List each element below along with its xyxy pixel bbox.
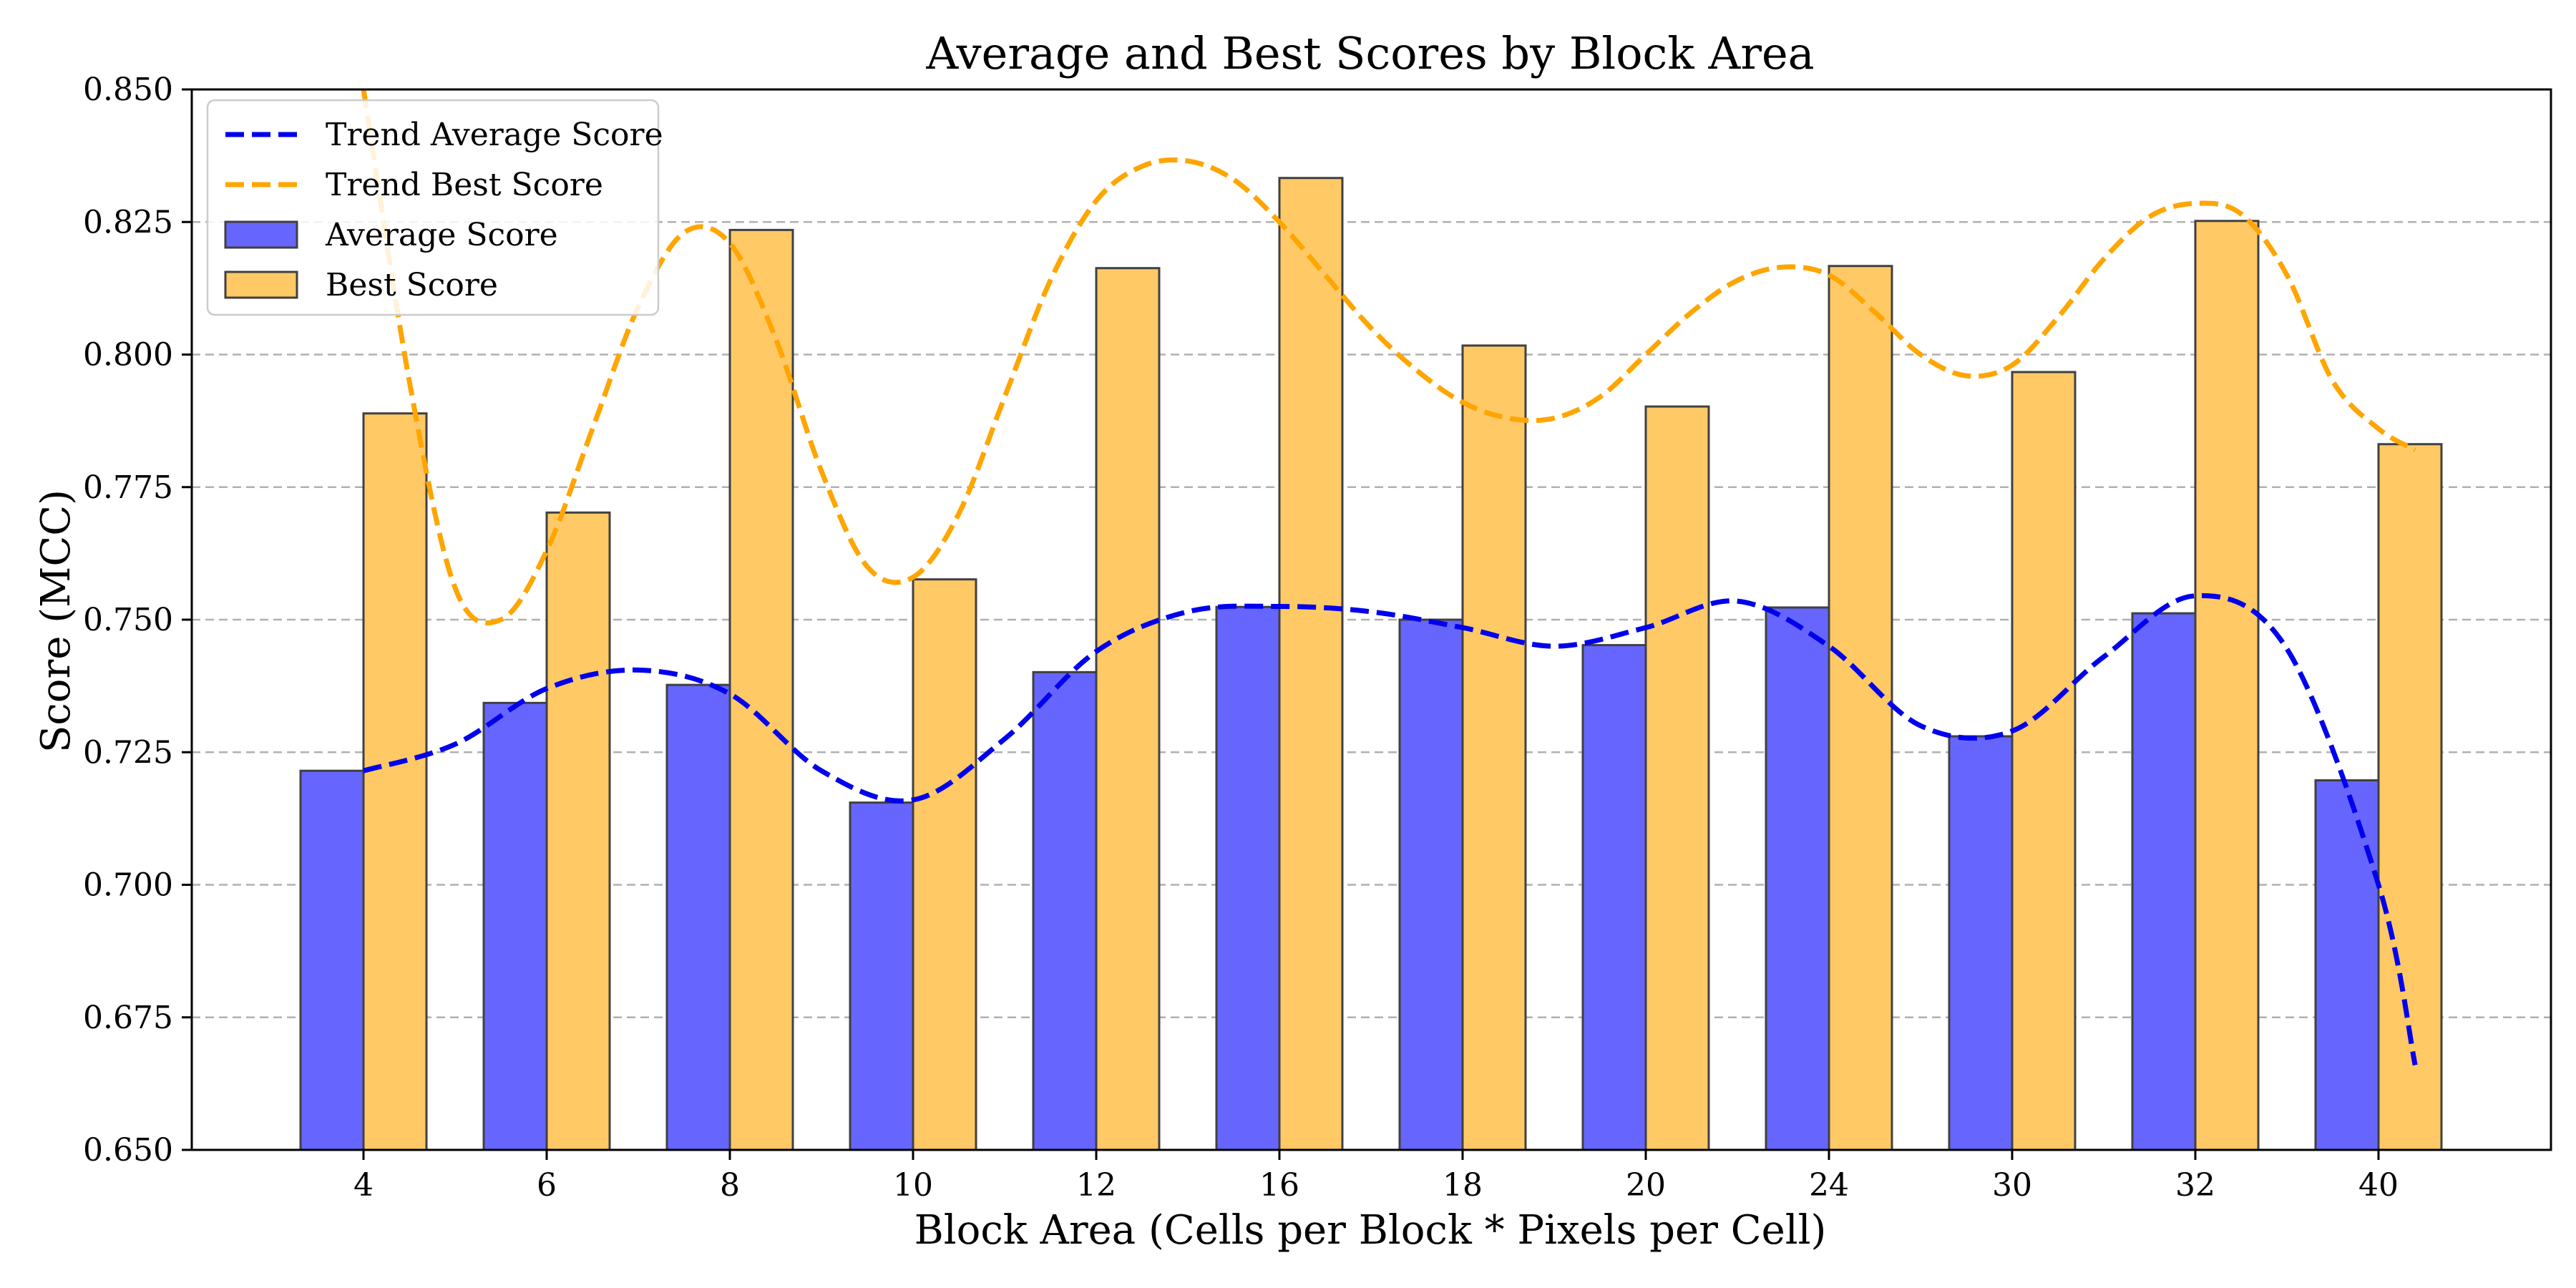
x-tick-label: 24 <box>1809 1167 1849 1204</box>
best-score-bar <box>1278 177 1344 1151</box>
y-axis-label: Score (MCC) <box>33 489 79 753</box>
y-tick-label: 0.700 <box>83 867 173 904</box>
average-score-bar <box>1948 735 2014 1151</box>
average-score-bar <box>1581 644 1647 1151</box>
best-score-bar <box>1095 267 1161 1151</box>
y-axis-ticks: 0.650 0.675 0.700 0.725 0.750 0.775 0.800 0.825… <box>83 72 192 1169</box>
best-score-bar <box>2011 371 2077 1151</box>
x-tick-label: 12 <box>1076 1167 1116 1204</box>
y-tick-label: 0.675 <box>83 1000 173 1036</box>
x-tick-label: 18 <box>1443 1167 1483 1204</box>
y-tick-label: 0.800 <box>83 337 173 374</box>
x-tick-label: 16 <box>1259 1167 1299 1204</box>
y-tick-label: 0.725 <box>83 734 173 771</box>
y-tick-label: 0.750 <box>83 602 173 638</box>
average-score-bar <box>482 701 548 1151</box>
best-score-bar <box>1461 344 1527 1151</box>
y-tick-label: 0.825 <box>83 204 173 240</box>
best-score-bar <box>912 578 977 1151</box>
best-score-bar <box>362 412 428 1151</box>
legend-label-best-score: Best Score <box>326 267 498 303</box>
average-score-bar <box>1032 670 1098 1151</box>
average-score-bar <box>1398 618 1464 1151</box>
average-score-bar <box>299 769 365 1151</box>
chart-title: Average and Best Scores by Block Area <box>925 27 1814 79</box>
best-score-bar <box>1644 405 1710 1151</box>
legend-swatch-best-score <box>224 270 298 299</box>
x-tick-label: 20 <box>1626 1167 1666 1204</box>
legend-swatch-average-score <box>224 220 298 249</box>
legend-label-average-score: Average Score <box>325 217 558 253</box>
y-tick-label: 0.850 <box>83 72 173 108</box>
x-tick-label: 10 <box>893 1167 933 1204</box>
best-score-bar <box>2194 220 2260 1151</box>
trend-average-score-line <box>363 592 2418 1066</box>
x-tick-label: 6 <box>537 1167 557 1204</box>
legend: Trend Average Score Trend Best Score Avera… <box>206 99 663 316</box>
x-axis-label: Block Area (Cells per Block * Pixels per… <box>914 1207 1827 1254</box>
trend-best-score-line <box>361 89 2416 626</box>
best-score-bar <box>728 228 794 1151</box>
legend-label-trend-average-score: Trend Average Score <box>326 117 663 153</box>
y-tick-label: 0.775 <box>83 469 173 506</box>
trend-lines <box>361 89 2418 1066</box>
best-score-bar <box>545 511 611 1151</box>
best-score-bar <box>1828 265 1893 1151</box>
x-tick-label: 32 <box>2175 1167 2215 1204</box>
average-score-bar <box>2314 779 2380 1151</box>
x-tick-label: 30 <box>1992 1167 2032 1204</box>
average-score-bar <box>2131 612 2197 1151</box>
legend-box <box>206 99 660 316</box>
x-tick-label: 4 <box>353 1167 374 1204</box>
legend-label-trend-best-score: Trend Best Score <box>326 167 603 203</box>
y-tick-label: 0.650 <box>83 1132 173 1169</box>
x-tick-label: 40 <box>2358 1167 2399 1204</box>
x-tick-label: 8 <box>720 1167 740 1204</box>
average-score-bar <box>849 801 914 1151</box>
average-score-bar <box>665 683 731 1151</box>
bars <box>299 177 2443 1151</box>
average-score-bar <box>1765 606 1830 1151</box>
x-axis-ticks: 4 6 8 10 12 16 18 20 24 30 32 40 <box>353 1150 2399 1204</box>
average-score-bar <box>1215 605 1281 1151</box>
